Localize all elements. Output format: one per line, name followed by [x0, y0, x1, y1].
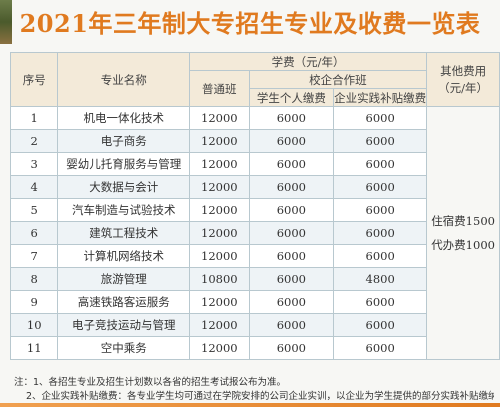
row-regular: 12000	[189, 106, 250, 130]
header-coop: 校企合作班	[248, 70, 428, 89]
row-personal: 6000	[248, 106, 335, 130]
row-subsidy: 6000	[333, 152, 428, 176]
row-personal: 6000	[248, 152, 335, 176]
row-regular: 12000	[189, 313, 250, 337]
row-no: 5	[9, 198, 59, 222]
row-major: 高速铁路客运服务	[57, 290, 191, 314]
row-regular: 10800	[189, 267, 250, 291]
header-major: 专业名称	[57, 52, 191, 107]
row-subsidy: 6000	[333, 290, 428, 314]
row-no: 9	[9, 290, 59, 314]
header-tuition: 学费（元/年）	[189, 52, 428, 71]
row-personal: 6000	[248, 267, 335, 291]
table-row: 11 空中乘务 12000 6000 6000	[9, 336, 500, 360]
row-major: 婴幼儿托育服务与管理	[57, 152, 191, 176]
footnotes: 注：1、各招生专业及招生计划数以各省的招生考试报公布为准。 2、企业实践补贴缴费…	[14, 376, 494, 404]
row-personal: 6000	[248, 198, 335, 222]
row-major: 汽车制造与试验技术	[57, 198, 191, 222]
row-subsidy: 6000	[333, 175, 428, 199]
row-regular: 12000	[189, 152, 250, 176]
row-personal: 6000	[248, 290, 335, 314]
header-regular: 普通班	[189, 70, 250, 107]
table-row: 4 大数据与会计 12000 6000 6000	[9, 175, 500, 199]
row-regular: 12000	[189, 290, 250, 314]
table-row: 8 旅游管理 10800 6000 4800	[9, 267, 500, 291]
row-regular: 12000	[189, 336, 250, 360]
row-subsidy: 6000	[333, 129, 428, 153]
row-subsidy: 6000	[333, 244, 428, 268]
table-row: 10 电子竞技运动与管理 12000 6000 6000	[9, 313, 500, 337]
table-row: 6 建筑工程技术 12000 6000 6000	[9, 221, 500, 245]
other-fees-cell: 住宿费1500 代办费1000	[426, 106, 500, 360]
row-no: 7	[9, 244, 59, 268]
row-personal: 6000	[248, 313, 335, 337]
page-title: 2021年三年制大专招生专业及收费一览表	[19, 9, 481, 38]
row-no: 3	[9, 152, 59, 176]
row-major: 电子竞技运动与管理	[57, 313, 191, 337]
table-row: 9 高速铁路客运服务 12000 6000 6000	[9, 290, 500, 314]
row-regular: 12000	[189, 175, 250, 199]
row-personal: 6000	[248, 221, 335, 245]
header-no: 序号	[9, 52, 59, 107]
row-major: 空中乘务	[57, 336, 191, 360]
agency-fee: 代办费1000	[431, 238, 495, 252]
row-subsidy: 6000	[333, 336, 428, 360]
header-personal: 学生个人缴费	[248, 88, 335, 107]
row-personal: 6000	[248, 129, 335, 153]
accommodation-fee: 住宿费1500	[431, 214, 495, 228]
row-major: 大数据与会计	[57, 175, 191, 199]
row-regular: 12000	[189, 221, 250, 245]
row-no: 1	[9, 106, 59, 130]
row-no: 8	[9, 267, 59, 291]
row-no: 6	[9, 221, 59, 245]
row-regular: 12000	[189, 244, 250, 268]
row-personal: 6000	[248, 336, 335, 360]
row-regular: 12000	[189, 198, 250, 222]
row-no: 11	[9, 336, 59, 360]
row-regular: 12000	[189, 129, 250, 153]
table-row: 2 电子商务 12000 6000 6000	[9, 129, 500, 153]
bottom-accent-bar	[0, 403, 500, 407]
header-other-fees-label: 其他费用（元/年）	[438, 63, 489, 95]
table-row: 7 计算机网络技术 12000 6000 6000	[9, 244, 500, 268]
row-personal: 6000	[248, 244, 335, 268]
row-subsidy: 4800	[333, 267, 428, 291]
row-no: 4	[9, 175, 59, 199]
header-subsidy: 企业实践补贴缴费	[333, 88, 428, 107]
header-other-fees: 其他费用（元/年）	[426, 52, 500, 107]
row-major: 旅游管理	[57, 267, 191, 291]
row-major: 电子商务	[57, 129, 191, 153]
table-row: 3 婴幼儿托育服务与管理 12000 6000 6000	[9, 152, 500, 176]
row-subsidy: 6000	[333, 198, 428, 222]
row-subsidy: 6000	[333, 221, 428, 245]
row-subsidy: 6000	[333, 106, 428, 130]
row-no: 10	[9, 313, 59, 337]
fee-table: 序号 专业名称 学费（元/年） 其他费用（元/年） 普通班 校企合作班 学生个人…	[9, 52, 500, 360]
row-major: 计算机网络技术	[57, 244, 191, 268]
row-no: 2	[9, 129, 59, 153]
corner-photo	[0, 0, 12, 44]
row-major: 机电一体化技术	[57, 106, 191, 130]
row-subsidy: 6000	[333, 313, 428, 337]
footnote-1: 注：1、各招生专业及招生计划数以各省的招生考试报公布为准。	[14, 377, 287, 388]
table-row: 5 汽车制造与试验技术 12000 6000 6000	[9, 198, 500, 222]
row-major: 建筑工程技术	[57, 221, 191, 245]
footnote-2: 2、企业实践补贴缴费：各专业学生均可通过在学院安排的公司企业实训，以企业为学生提…	[26, 391, 494, 402]
row-personal: 6000	[248, 175, 335, 199]
table-row: 1 机电一体化技术 12000 6000 6000 住宿费1500 代办费100…	[9, 106, 500, 360]
